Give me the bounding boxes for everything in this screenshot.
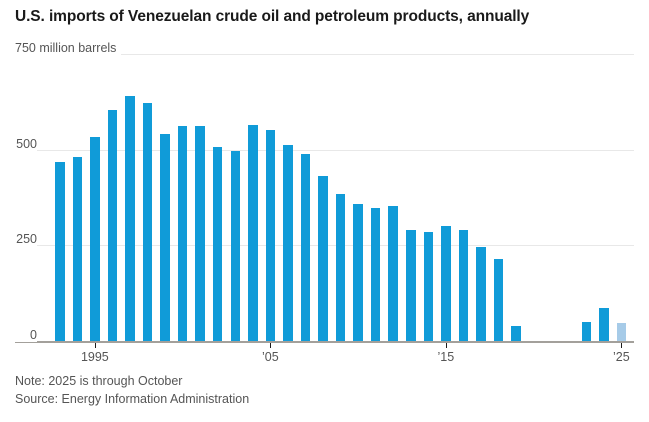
x-axis-label-2015: ’15	[437, 350, 455, 364]
bar-1996[interactable]	[107, 109, 118, 341]
chart-note: Note: 2025 is through October	[15, 374, 183, 388]
bar-2014[interactable]	[423, 231, 434, 341]
chart-source: Source: Energy Information Administratio…	[15, 392, 250, 406]
bar-2023[interactable]	[581, 322, 591, 341]
x-axis-tick-1995	[94, 343, 96, 348]
bar-2008[interactable]	[318, 176, 328, 341]
bar-1995[interactable]	[90, 137, 100, 341]
x-axis-tick-2025	[621, 343, 623, 348]
bar-2009[interactable]	[335, 194, 346, 341]
bar-1994[interactable]	[72, 156, 83, 341]
bar-1997[interactable]	[125, 95, 135, 341]
bar-2005[interactable]	[265, 129, 276, 341]
bar-2004[interactable]	[248, 124, 258, 341]
bar-2016[interactable]	[458, 230, 469, 341]
bar-2007[interactable]	[300, 153, 311, 341]
gridline-500	[15, 150, 634, 151]
bar-2024[interactable]	[599, 307, 609, 341]
bar-1999[interactable]	[160, 133, 170, 341]
bar-2018[interactable]	[493, 259, 504, 341]
x-axis-label-2005: ’05	[262, 350, 279, 364]
y-axis-label-750: 750 million barrels	[15, 41, 122, 55]
y-axis-label-250: 250	[15, 232, 37, 246]
bar-2003[interactable]	[230, 151, 240, 341]
bar-2019[interactable]	[511, 326, 521, 341]
bar-2012[interactable]	[388, 206, 398, 341]
bar-2017[interactable]	[476, 247, 486, 341]
gridline-750	[15, 54, 634, 55]
x-axis-tick-2015	[445, 343, 447, 348]
y-axis-label-500: 500	[15, 137, 37, 151]
x-axis-label-2025: ’25	[613, 350, 630, 364]
x-axis-tick-2005	[270, 343, 272, 348]
bar-2015[interactable]	[441, 226, 451, 341]
bar-2001[interactable]	[195, 126, 205, 341]
bar-2006[interactable]	[283, 145, 293, 341]
chart-title: U.S. imports of Venezuelan crude oil and…	[15, 8, 530, 25]
bar-2025[interactable]	[616, 323, 627, 341]
bar-2010[interactable]	[353, 204, 363, 341]
x-axis-line	[15, 341, 634, 343]
bar-1998[interactable]	[142, 102, 153, 341]
bar-2002[interactable]	[212, 147, 223, 341]
bar-2011[interactable]	[370, 208, 381, 341]
y-axis-label-0: 0	[15, 328, 37, 342]
bar-1993[interactable]	[55, 161, 65, 341]
bar-2013[interactable]	[406, 230, 416, 341]
bar-2000[interactable]	[177, 126, 188, 341]
x-axis-label-1995: 1995	[80, 350, 109, 364]
